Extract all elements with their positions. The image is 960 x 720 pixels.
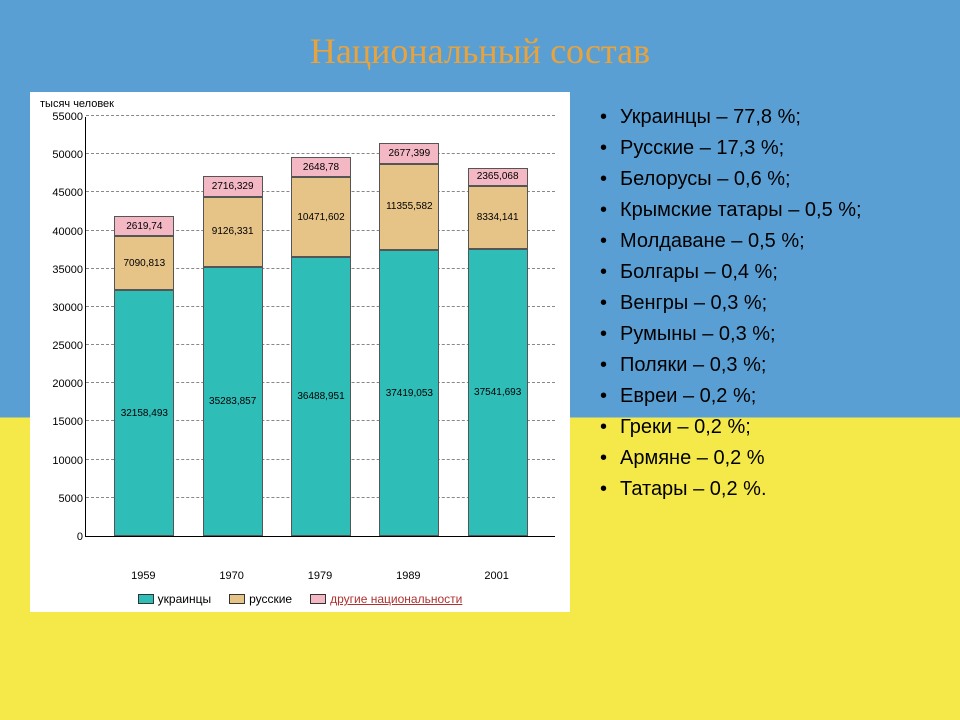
legend-label: русские	[249, 592, 292, 606]
bar-group: 37541,693 8334,141 2365,068	[468, 168, 528, 536]
bar-segment: 2648,78	[291, 157, 351, 177]
bar-segment: 2716,329	[203, 176, 263, 197]
ethnicity-list: Украинцы – 77,8 %;Русские – 17,3 %;Белор…	[570, 92, 930, 612]
bar-value-label: 2677,399	[388, 148, 430, 159]
legend-swatch	[229, 594, 245, 604]
bar-segment: 2677,399	[379, 143, 439, 163]
list-item: Крымские татары – 0,5 %;	[600, 195, 930, 226]
list-item: Русские – 17,3 %;	[600, 133, 930, 164]
bar-segment: 11355,582	[379, 164, 439, 251]
bar-group: 37419,053 11355,582 2677,399	[379, 143, 439, 536]
legend-item-ukrainians: украинцы	[138, 592, 211, 606]
bar-value-label: 32158,493	[121, 408, 168, 419]
bar-value-label: 2716,329	[212, 181, 254, 192]
legend-swatch	[138, 594, 154, 604]
bar-segment: 36488,951	[291, 257, 351, 536]
x-tick: 2001	[467, 570, 527, 582]
list-item: Румыны – 0,3 %;	[600, 319, 930, 350]
content-row: тысяч человек 05000100001500020000250003…	[0, 92, 960, 612]
bar-value-label: 37419,053	[386, 388, 433, 399]
list-item: Татары – 0,2 %.	[600, 474, 930, 505]
bar-segment: 2619,74	[114, 216, 174, 236]
y-tick: 35000	[45, 264, 83, 276]
x-tick: 1989	[378, 570, 438, 582]
bar-group: 32158,493 7090,813 2619,74	[114, 216, 174, 536]
legend-label: другие национальности	[330, 592, 462, 606]
bar-value-label: 10471,602	[297, 212, 344, 223]
bar-segment: 8334,141	[468, 186, 528, 250]
y-axis-label: тысяч человек	[40, 98, 114, 110]
y-tick: 10000	[45, 455, 83, 467]
list-item: Белорусы – 0,6 %;	[600, 164, 930, 195]
list-item: Поляки – 0,3 %;	[600, 350, 930, 381]
bar-segment: 2365,068	[468, 168, 528, 186]
bar-value-label: 2648,78	[303, 162, 339, 173]
bar-segment: 7090,813	[114, 236, 174, 290]
bar-segment: 10471,602	[291, 177, 351, 257]
plot-area: 32158,493 7090,813 2619,74 35283,857 9126,33…	[85, 117, 555, 537]
bar-group: 35283,857 9126,331 2716,329	[203, 176, 263, 536]
bar-value-label: 8334,141	[477, 212, 519, 223]
legend-label: украинцы	[158, 592, 211, 606]
x-tick: 1959	[113, 570, 173, 582]
bar-segment: 9126,331	[203, 197, 263, 267]
list-item: Венгры – 0,3 %;	[600, 288, 930, 319]
gridline	[86, 153, 555, 154]
chart-container: тысяч человек 05000100001500020000250003…	[30, 92, 570, 612]
bar-value-label: 37541,693	[474, 387, 521, 398]
legend-item-other: другие национальности	[310, 592, 462, 606]
list-item: Молдаване – 0,5 %;	[600, 226, 930, 257]
y-tick: 25000	[45, 340, 83, 352]
bar-value-label: 2365,068	[477, 171, 519, 182]
list-item: Украинцы – 77,8 %;	[600, 102, 930, 133]
y-tick: 30000	[45, 302, 83, 314]
bar-segment: 37419,053	[379, 250, 439, 536]
x-tick: 1979	[290, 570, 350, 582]
bar-value-label: 7090,813	[123, 258, 165, 269]
bar-value-label: 2619,74	[126, 221, 162, 232]
y-tick: 45000	[45, 187, 83, 199]
legend-item-russians: русские	[229, 592, 292, 606]
list-item: Греки – 0,2 %;	[600, 412, 930, 443]
list-item: Евреи – 0,2 %;	[600, 381, 930, 412]
y-tick: 5000	[45, 493, 83, 505]
bar-segment: 35283,857	[203, 267, 263, 536]
bar-value-label: 11355,582	[386, 201, 433, 212]
gridline	[86, 115, 555, 116]
bar-value-label: 36488,951	[297, 391, 344, 402]
page-title: Национальный состав	[0, 0, 960, 92]
y-tick: 0	[45, 531, 83, 543]
legend: украинцы русские другие национальности	[30, 592, 570, 606]
bar-segment: 32158,493	[114, 290, 174, 536]
x-tick: 1970	[202, 570, 262, 582]
list-item: Болгары – 0,4 %;	[600, 257, 930, 288]
bar-value-label: 35283,857	[209, 396, 256, 407]
list-item: Армяне – 0,2 %	[600, 443, 930, 474]
bar-value-label: 9126,331	[212, 226, 254, 237]
bar-segment: 37541,693	[468, 249, 528, 536]
y-tick: 15000	[45, 416, 83, 428]
y-tick: 40000	[45, 226, 83, 238]
y-tick: 55000	[45, 111, 83, 123]
legend-swatch	[310, 594, 326, 604]
bar-group: 36488,951 10471,602 2648,78	[291, 157, 351, 536]
y-tick: 20000	[45, 378, 83, 390]
y-tick: 50000	[45, 149, 83, 161]
